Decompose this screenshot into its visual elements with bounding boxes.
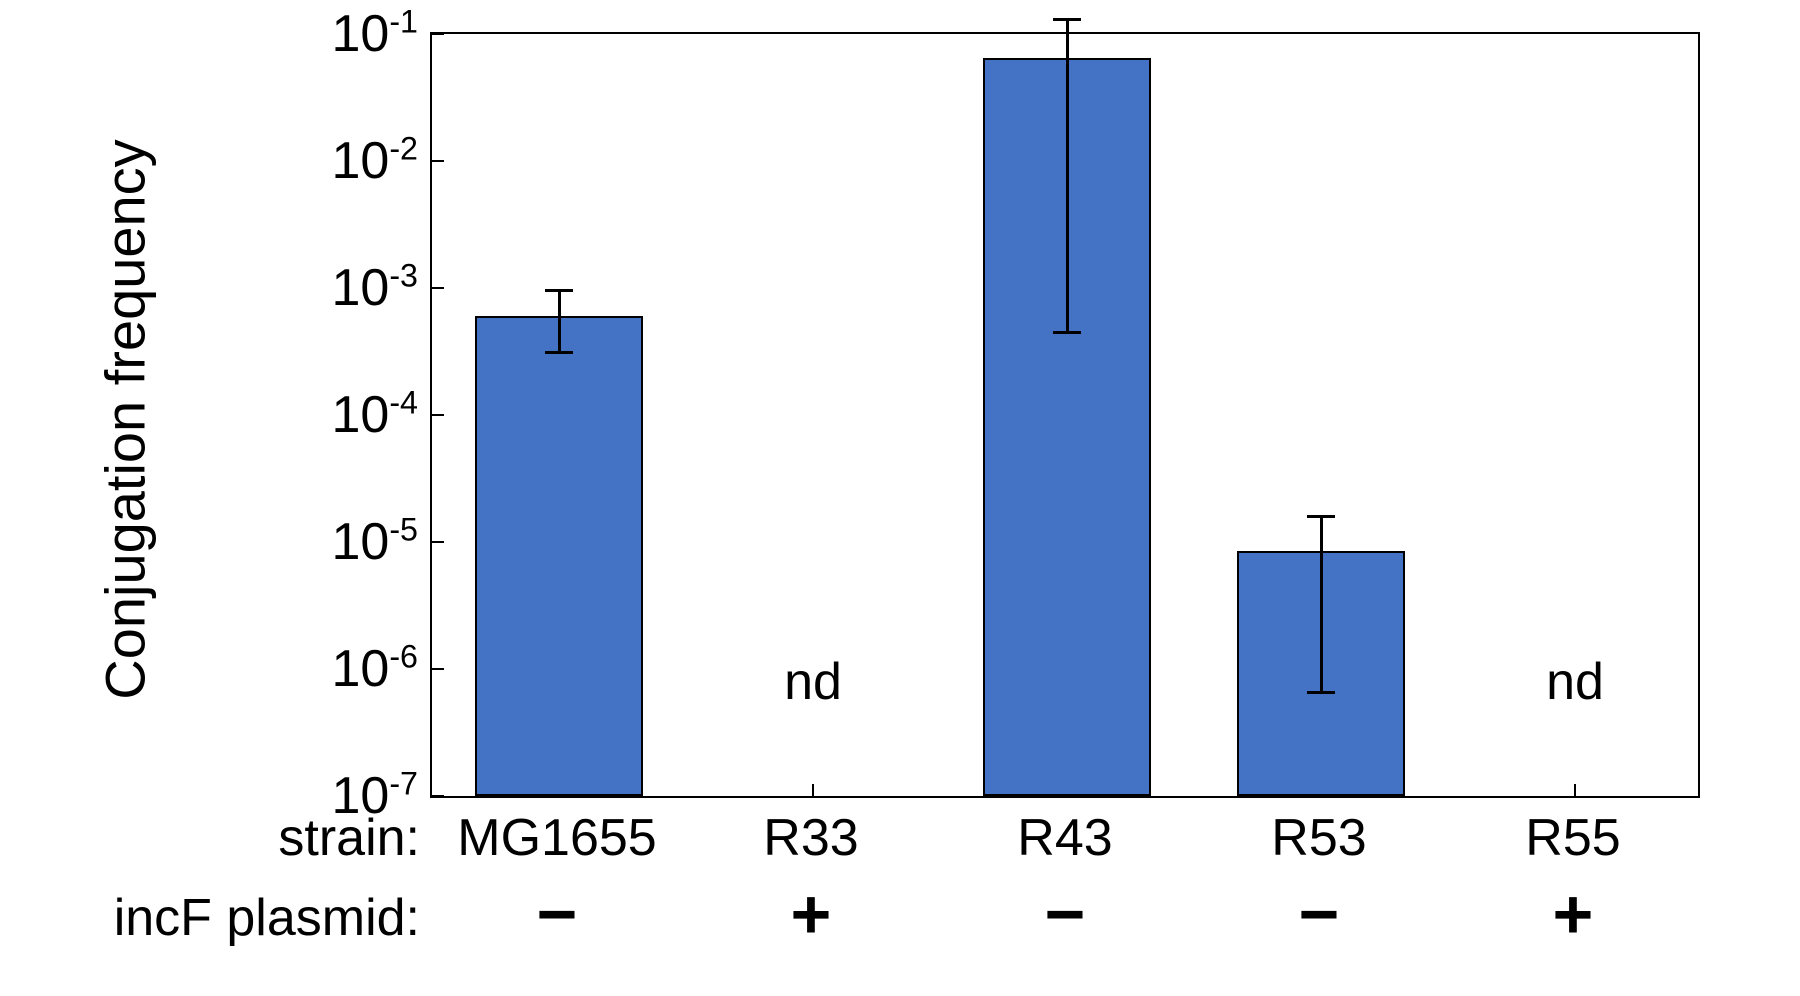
x-plasmid-label: − — [537, 874, 578, 954]
x-strain-label: MG1655 — [457, 808, 656, 868]
conjugation-frequency-chart: Conjugation frequency 10-1 10-2 10-3 10-4 10… — [0, 0, 1800, 996]
y-tick-mark — [430, 668, 444, 670]
x-plasmid-label: + — [1553, 874, 1594, 954]
error-bar-cap — [1307, 691, 1335, 694]
y-tick-label: 10-5 — [331, 512, 432, 572]
x-strain-label: R55 — [1525, 808, 1620, 868]
y-tick-mark — [430, 414, 444, 416]
y-tick-label: 10-2 — [331, 131, 432, 191]
x-plasmid-label: − — [1045, 874, 1086, 954]
y-tick-mark — [430, 33, 444, 35]
y-axis-label: Conjugation frequency — [93, 70, 158, 770]
x-strain-label: R43 — [1017, 808, 1112, 868]
bar — [475, 316, 643, 796]
plot-area: 10-110-210-310-410-510-610-7ndnd — [430, 32, 1700, 798]
y-tick-mark — [430, 287, 444, 289]
y-tick-label: 10-4 — [331, 385, 432, 445]
x-row-header-strain: strain: — [0, 808, 420, 868]
x-row-header-plasmid: incF plasmid: — [0, 888, 420, 948]
y-tick-label: 10-3 — [331, 258, 432, 318]
nd-label: nd — [784, 652, 842, 712]
y-tick-mark — [430, 795, 444, 797]
y-tick-mark — [430, 541, 444, 543]
error-bar-cap — [545, 351, 573, 354]
x-tick-mark — [812, 784, 814, 798]
error-bar — [1066, 20, 1069, 333]
y-tick-mark — [430, 160, 444, 162]
x-plasmid-label: + — [791, 874, 832, 954]
error-bar — [558, 291, 561, 353]
error-bar-cap — [1307, 515, 1335, 518]
x-strain-label: R33 — [763, 808, 858, 868]
x-tick-mark — [1574, 784, 1576, 798]
x-plasmid-label: − — [1299, 874, 1340, 954]
y-tick-label: 10-1 — [331, 4, 432, 64]
error-bar-cap — [1053, 18, 1081, 21]
error-bar-cap — [1053, 331, 1081, 334]
x-strain-label: R53 — [1271, 808, 1366, 868]
error-bar — [1320, 516, 1323, 693]
error-bar-cap — [545, 289, 573, 292]
y-tick-label: 10-6 — [331, 639, 432, 699]
nd-label: nd — [1546, 652, 1604, 712]
